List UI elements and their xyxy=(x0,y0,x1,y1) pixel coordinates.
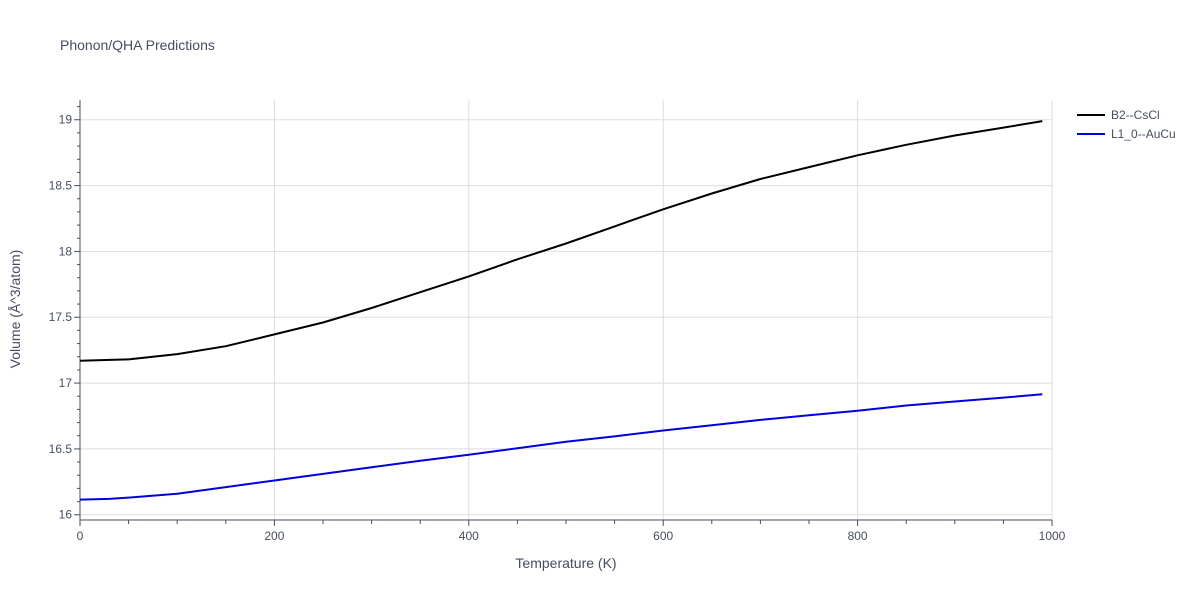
x-tick-label: 800 xyxy=(848,529,868,543)
legend-item: B2--CsCl xyxy=(1077,108,1160,122)
x-tick-label: 600 xyxy=(653,529,673,543)
y-tick-label: 16.5 xyxy=(49,442,73,456)
x-axis-label: Temperature (K) xyxy=(515,555,616,571)
x-tick-label: 0 xyxy=(77,529,84,543)
legend-label: L1_0--AuCu xyxy=(1111,127,1176,141)
x-tick-label: 1000 xyxy=(1039,529,1066,543)
series-lines xyxy=(79,120,1043,501)
y-tick-label: 16 xyxy=(59,508,73,522)
y-tick-label: 19 xyxy=(59,113,73,127)
grid xyxy=(80,100,1053,520)
axes: 0 200 400 600 800 1000 16 16.5 17 17.5 18 18.5 19 xyxy=(49,100,1066,543)
legend-item: L1_0--AuCu xyxy=(1077,127,1176,141)
y-tick-label: 18 xyxy=(59,244,73,258)
x-tick-label: 400 xyxy=(459,529,479,543)
y-tick-label: 18.5 xyxy=(49,179,73,193)
legend: B2--CsCl L1_0--AuCu xyxy=(1077,108,1176,141)
chart-title: Phonon/QHA Predictions xyxy=(60,37,215,53)
y-axis-label: Volume (Å^3/atom) xyxy=(7,250,23,369)
series-line-1 xyxy=(79,393,1043,501)
y-tick-label: 17 xyxy=(59,376,73,390)
series-line-0 xyxy=(79,120,1043,362)
x-tick-label: 200 xyxy=(264,529,284,543)
legend-label: B2--CsCl xyxy=(1111,108,1160,122)
y-tick-label: 17.5 xyxy=(49,310,73,324)
